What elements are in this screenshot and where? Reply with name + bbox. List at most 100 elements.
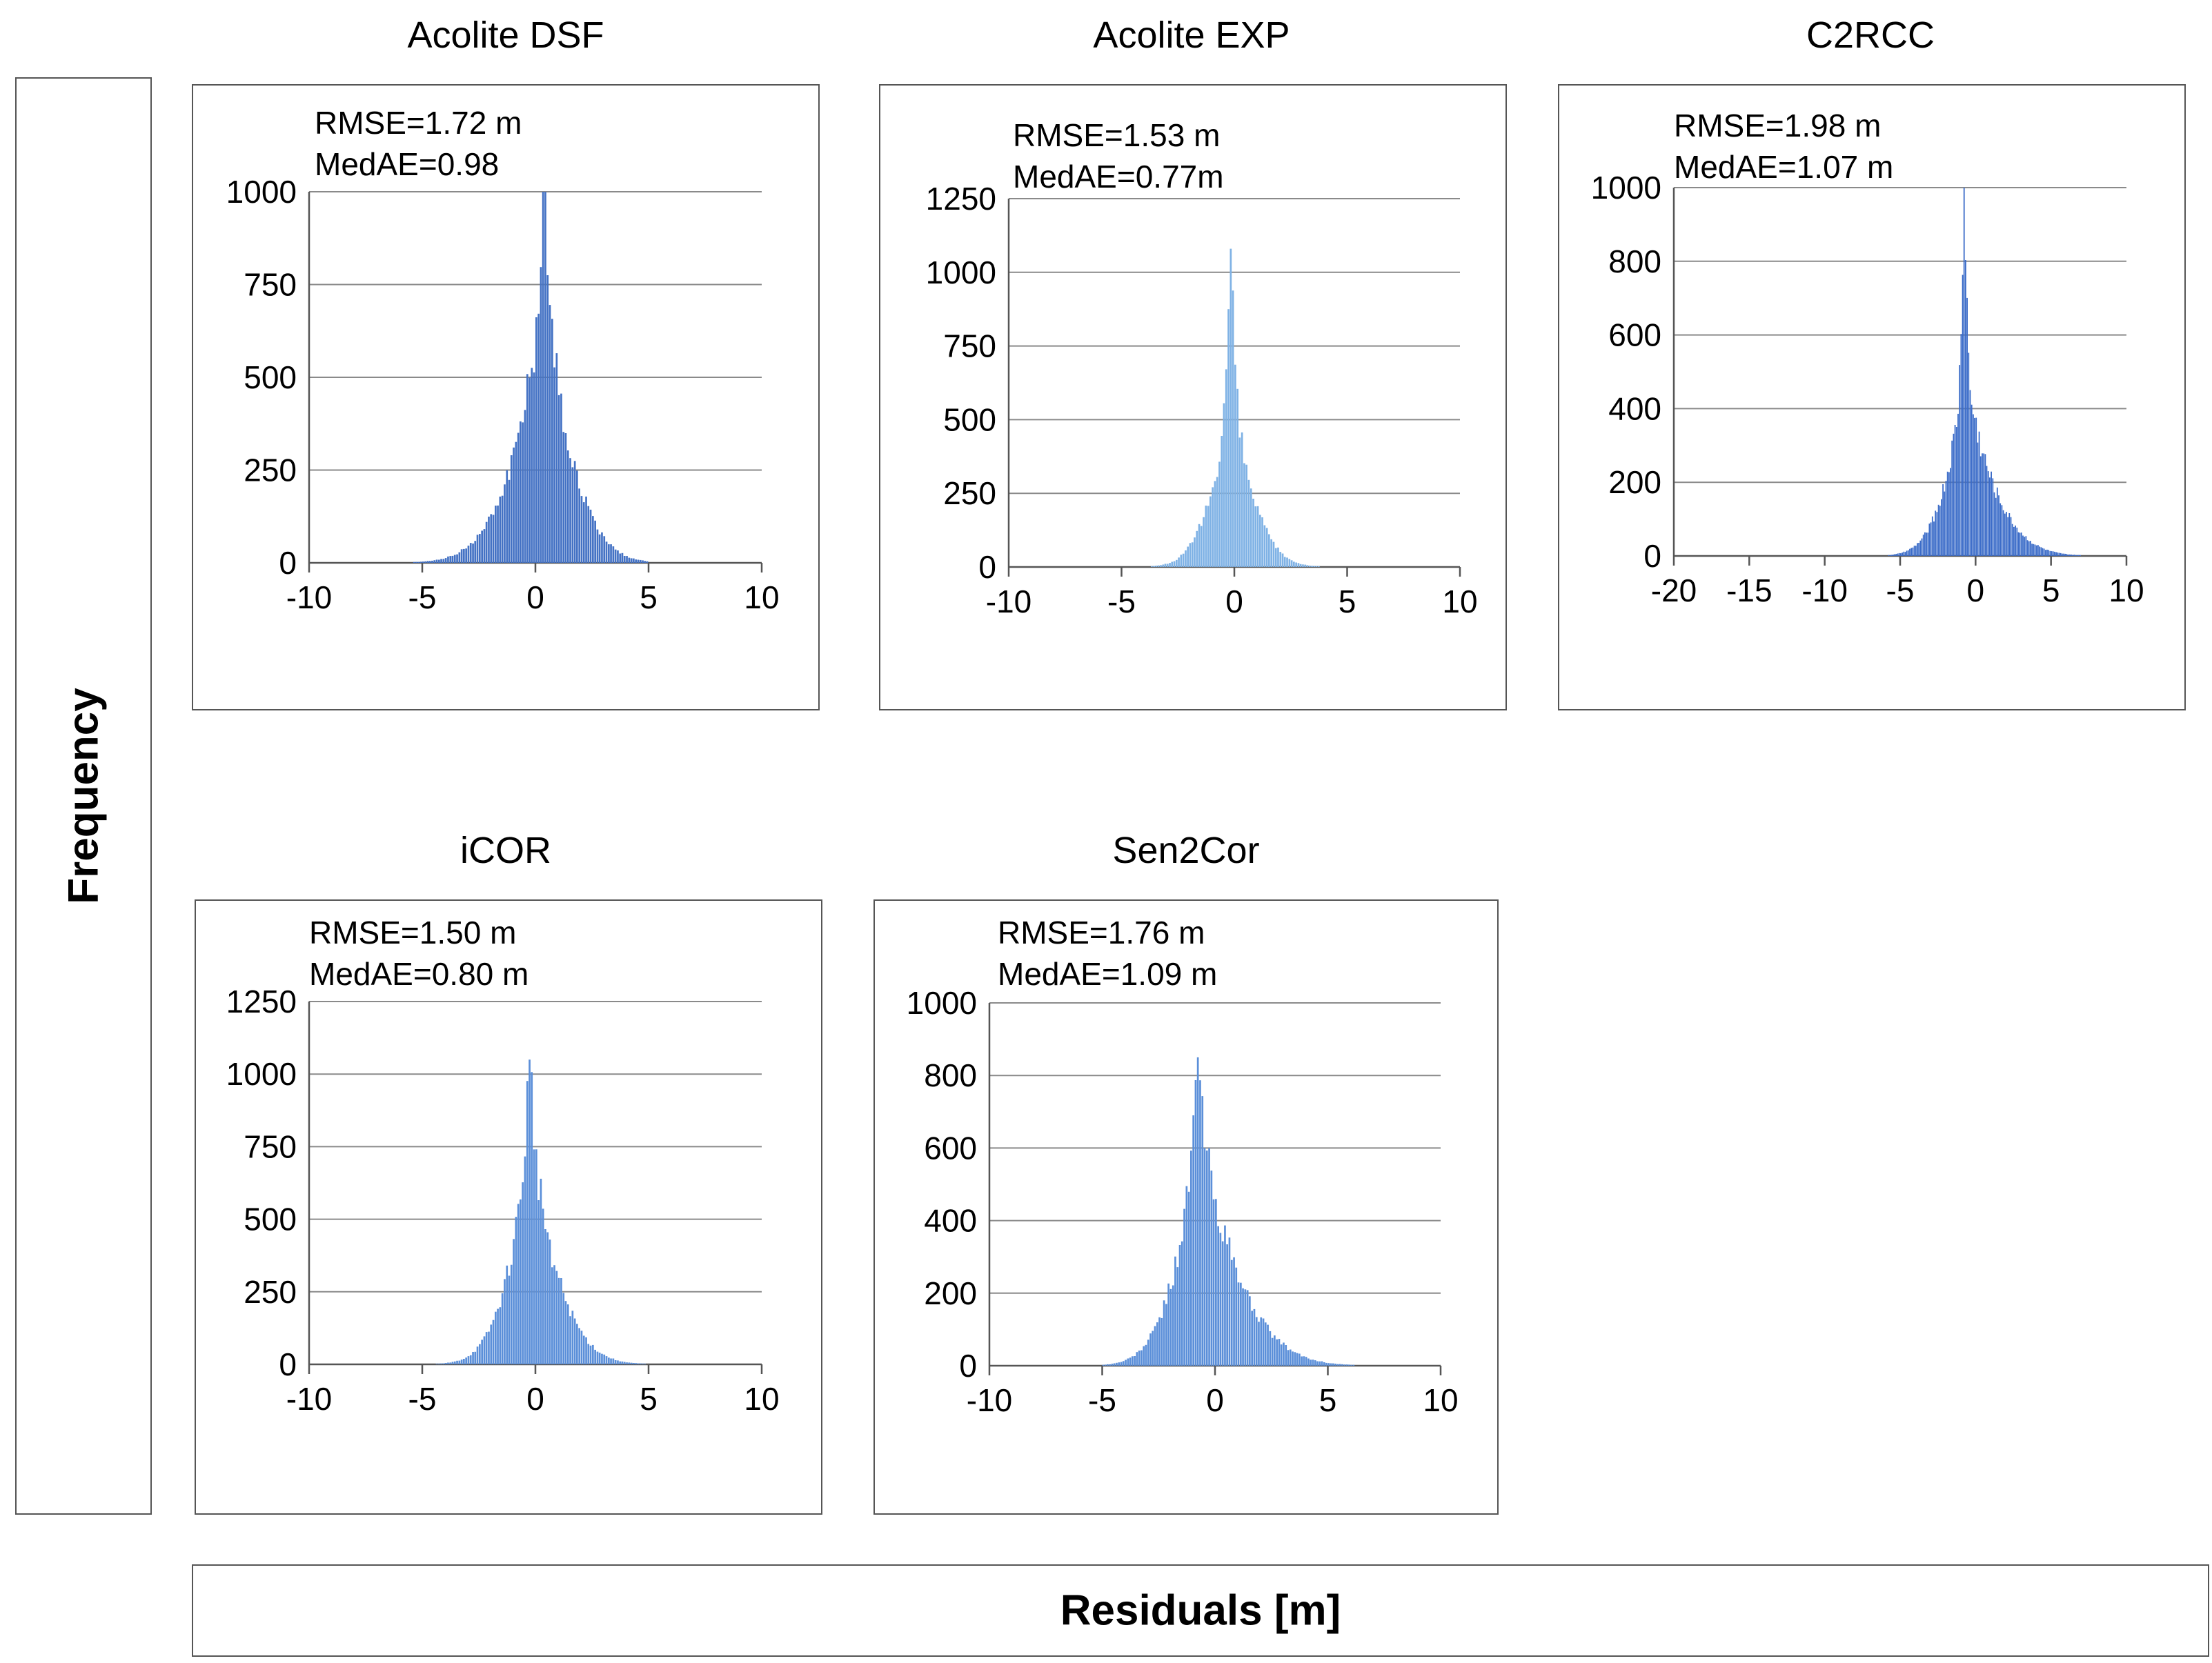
histogram-bar [1295, 562, 1297, 567]
histogram-bar [531, 1072, 533, 1364]
histogram-bar [472, 1352, 474, 1364]
histogram-bar [1332, 1363, 1334, 1366]
histogram-bar [508, 1275, 511, 1364]
histogram-bar [605, 1356, 608, 1364]
histogram-bar [551, 319, 553, 563]
chart-title: Acolite DSF [407, 14, 604, 56]
histogram-bar [571, 1311, 574, 1364]
histogram-bar [589, 509, 592, 563]
x-tick-label: -10 [986, 584, 1031, 619]
histogram-bar [1215, 1199, 1217, 1366]
histogram-bar [490, 514, 493, 563]
histogram-bar [1945, 481, 1947, 556]
histogram-bar [424, 561, 426, 563]
histogram-bar [1216, 477, 1218, 567]
histogram-bar [492, 515, 495, 563]
histogram-bar [1140, 1350, 1143, 1366]
histogram-bar [483, 1336, 486, 1364]
histogram-bar [1255, 1317, 1258, 1366]
histogram-bar [1296, 1353, 1298, 1366]
histogram-bar [1189, 543, 1192, 567]
histogram-bar [1316, 1361, 1319, 1366]
histogram-bar [2075, 555, 2077, 556]
histogram-bar [1305, 1357, 1307, 1366]
histogram-bar [1178, 1245, 1181, 1366]
histogram-bar [594, 1349, 596, 1364]
histogram-bar [635, 559, 637, 563]
histogram-bar [2001, 505, 2003, 556]
histogram-bar [633, 558, 635, 563]
histogram-bar [1281, 553, 1284, 567]
histogram-bar [578, 1328, 580, 1364]
histogram-bar [1264, 1322, 1267, 1366]
histogram-bar [2011, 524, 2013, 556]
histogram-bar [1132, 1356, 1134, 1366]
histogram-bar [1283, 1342, 1285, 1366]
histogram-bar [580, 1331, 583, 1364]
y-tick-label: 0 [279, 545, 297, 581]
histogram-bar [444, 1363, 447, 1364]
histogram-bar [608, 544, 610, 563]
histogram-bar [533, 372, 535, 563]
histogram-bar [1178, 557, 1180, 567]
histogram-bars [435, 1059, 646, 1364]
histogram-bar [582, 1335, 585, 1364]
histogram-bar [1109, 1364, 1111, 1366]
histogram-bar [481, 530, 483, 563]
histogram-bar [1293, 561, 1295, 567]
histogram-bar [463, 1359, 465, 1364]
histogram-bar [1890, 555, 1893, 556]
x-tick-label: -15 [1726, 572, 1772, 608]
histogram-bar [2008, 513, 2011, 556]
x-tick-label: -10 [286, 1381, 332, 1417]
histogram-bar [433, 560, 436, 563]
histogram-bar [1957, 413, 1959, 556]
y-tick-label: 750 [244, 267, 297, 303]
histogram-bars [413, 192, 649, 563]
histogram-bar [1249, 1296, 1251, 1366]
histogram-bar [2066, 554, 2068, 556]
x-tick-label: 10 [2109, 572, 2144, 608]
histogram-bar [1294, 1352, 1296, 1366]
histogram-bar [1258, 1322, 1260, 1366]
histogram-bar [467, 1356, 470, 1364]
histogram-bar [2057, 552, 2059, 556]
histogram-bar [2025, 536, 2027, 556]
histogram-bar [544, 192, 546, 563]
histogram-bar [603, 1354, 606, 1364]
y-tick-label: 0 [978, 549, 996, 585]
histogram-bar [2052, 551, 2054, 556]
histogram-bar [1190, 1151, 1192, 1366]
histogram-bar [1903, 551, 1905, 556]
histogram-bar [623, 556, 626, 563]
histogram-bar [2058, 552, 2060, 556]
histogram-bar [1118, 1362, 1120, 1366]
histogram-bar [1198, 524, 1201, 567]
histogram-bar [465, 548, 467, 563]
histogram-bar [1243, 463, 1245, 567]
x-tick-label: 5 [2042, 572, 2060, 608]
histogram-bar [451, 555, 454, 563]
rmse-label: RMSE=1.72 m [315, 105, 522, 141]
histogram-bar [1279, 552, 1282, 567]
histogram-bar [1927, 532, 1929, 556]
histogram-bar [1102, 1364, 1105, 1366]
y-tick-label: 500 [244, 359, 297, 395]
histogram-bar [628, 557, 631, 563]
histogram-bar [1323, 1362, 1325, 1366]
histogram-bar [520, 1199, 522, 1364]
rmse-label: RMSE=1.50 m [309, 915, 517, 950]
x-tick-label: -5 [1088, 1382, 1116, 1418]
histogram-bar [435, 559, 438, 563]
histogram-bar [447, 556, 449, 563]
histogram-bar [1978, 431, 1980, 556]
histogram-bar [442, 559, 445, 563]
histogram-bar [1946, 471, 1948, 556]
histogram-bar [1212, 487, 1214, 567]
histogram-bar [506, 470, 508, 563]
histogram-bar [644, 561, 646, 563]
y-tick-label: 1250 [226, 984, 297, 1019]
histogram-bar [510, 455, 513, 563]
histogram-bar [540, 1178, 542, 1364]
histogram-bar [557, 1277, 560, 1364]
